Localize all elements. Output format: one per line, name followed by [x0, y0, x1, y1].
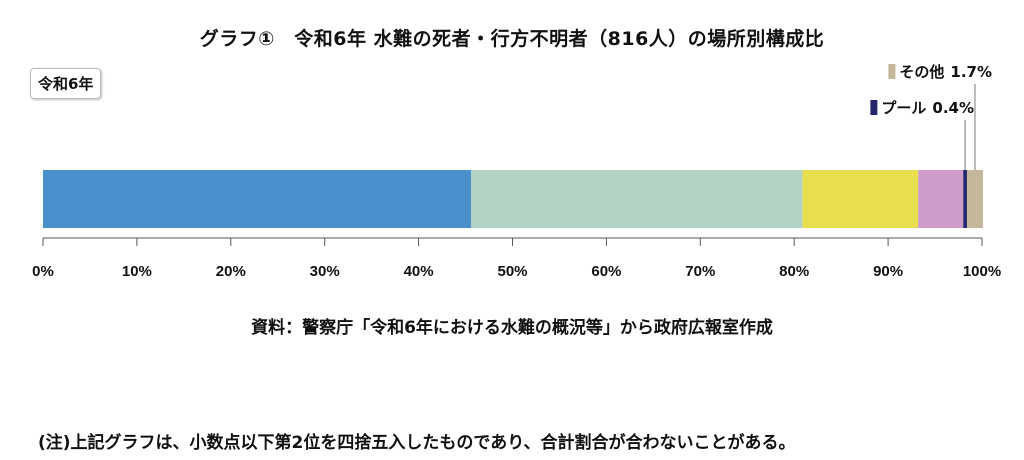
x-tick-label: 80% — [779, 263, 809, 280]
bar-segment — [802, 170, 919, 228]
x-tick-label: 90% — [873, 263, 903, 280]
bar-segment — [918, 170, 964, 228]
callout-value: 0.4% — [932, 99, 974, 117]
x-tick-label: 0% — [32, 263, 54, 280]
legend-swatch — [888, 64, 896, 79]
legend-swatch — [870, 100, 878, 115]
stacked-bar-chart: 0% 10% 20% 30% 40% 50% 60% 70% 80% 90% 100% プール 0.4%… — [32, 63, 1001, 280]
footnote: (注)上記グラフは、小数点以下第2位を四捨五入したものであり、合計割合が合わない… — [38, 433, 796, 453]
callout-value: 1.7% — [950, 63, 992, 81]
x-tick-label: 10% — [122, 263, 152, 280]
bar-segment — [471, 170, 803, 228]
x-tick-label: 100% — [963, 263, 1001, 280]
source-note: 資料：警察庁「令和6年における水難の概況等」から政府広報室作成 — [251, 318, 773, 338]
x-tick-label: 70% — [685, 263, 715, 280]
x-tick-label: 60% — [591, 263, 621, 280]
chart-title: グラフ① 令和6年 水難の死者・行方不明者（816人）の場所別構成比 — [199, 28, 825, 50]
callout-label: その他 1.7% — [899, 63, 992, 81]
x-tick-label: 50% — [497, 263, 527, 280]
bar-segment — [966, 170, 983, 228]
bar-segment — [963, 170, 967, 228]
bar-segment — [43, 170, 472, 228]
callout-name: プール — [881, 99, 926, 117]
callout-name: その他 — [899, 63, 944, 81]
x-tick-label: 40% — [404, 263, 434, 280]
callout-label: プール 0.4% — [881, 99, 974, 117]
year-tag: 令和6年 — [30, 68, 102, 99]
x-tick-label: 20% — [216, 263, 246, 280]
x-tick-label: 30% — [310, 263, 340, 280]
